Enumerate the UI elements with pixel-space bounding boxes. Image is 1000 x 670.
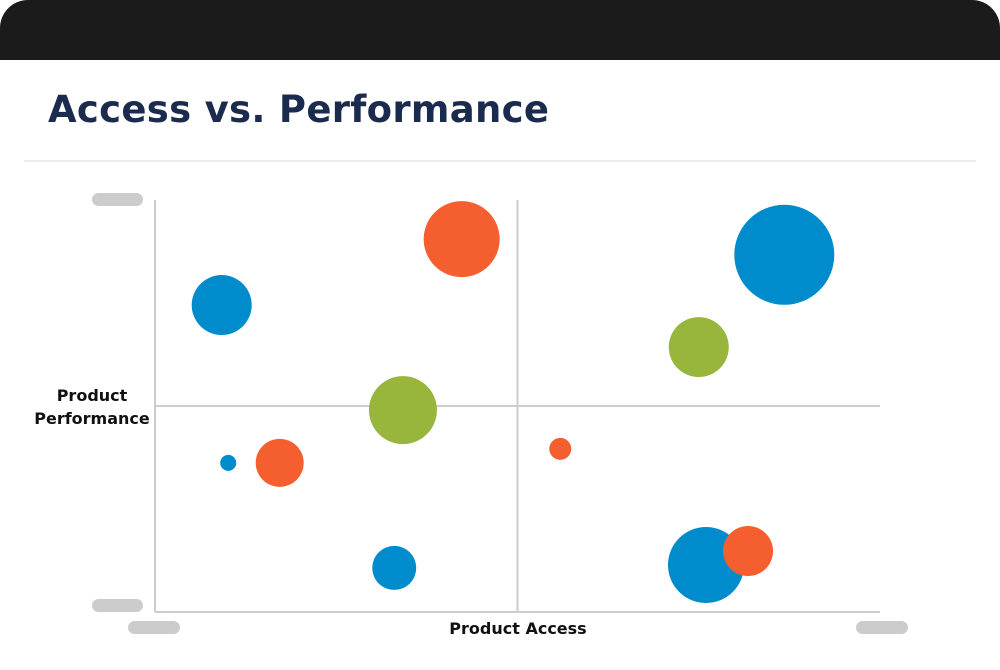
- x-axis-label: Product Access: [449, 619, 587, 638]
- y-axis-label: Product Performance: [34, 386, 150, 428]
- bubble-blue-9: [372, 545, 417, 590]
- bubble-orange-8: [549, 437, 572, 460]
- bubble-blue-6: [220, 454, 237, 471]
- window-top-bar: [0, 0, 1000, 60]
- y-axis-min-label-placeholder: [92, 599, 143, 612]
- x-axis-max-label-placeholder: [856, 621, 908, 634]
- bubble-green-5: [368, 376, 437, 445]
- bubble-green-4: [668, 317, 729, 378]
- bubble-orange-1: [423, 201, 500, 278]
- x-axis-min-label-placeholder: [128, 621, 180, 634]
- page-title: Access vs. Performance: [48, 88, 550, 131]
- bubble-orange-7: [255, 438, 304, 487]
- bubble-blue-3: [191, 275, 252, 336]
- y-axis-max-label-placeholder: [92, 193, 143, 206]
- bubble-orange-11: [723, 526, 774, 577]
- title-divider: [24, 160, 976, 162]
- bubble-blue-2: [734, 204, 835, 305]
